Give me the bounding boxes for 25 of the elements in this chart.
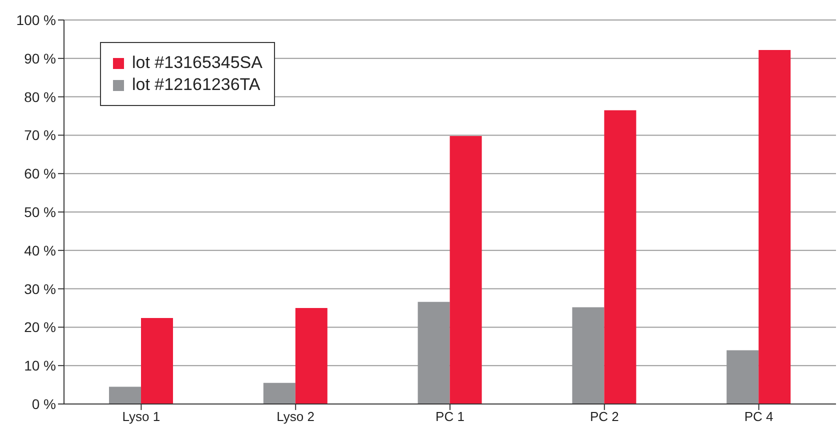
bar [141, 318, 173, 404]
bar [109, 386, 141, 404]
x-tick-label: PC 2 [590, 409, 619, 424]
y-tick-label: 10 % [24, 358, 56, 374]
bar [450, 136, 482, 404]
y-tick-label: 20 % [24, 319, 56, 336]
legend-label: lot #12161236TA [132, 75, 260, 95]
x-tick-label: PC 1 [436, 409, 464, 424]
bar [295, 308, 328, 404]
y-tick-label: 90 % [24, 50, 56, 66]
bar [604, 110, 636, 404]
y-tick-label: 60 % [24, 166, 56, 182]
legend-label: lot #13165345SA [132, 53, 262, 73]
y-tick-label: 50 % [24, 204, 56, 220]
y-tick-label: 70 % [24, 127, 56, 144]
bar [758, 50, 791, 404]
y-tick-label: 0 % [32, 396, 56, 412]
x-tick-label: Lyso 2 [276, 409, 315, 424]
x-tick-label: PC 4 [744, 409, 774, 424]
bar [263, 382, 296, 404]
y-tick-label: 30 % [24, 280, 56, 297]
y-tick-label: 40 % [24, 242, 56, 258]
y-tick-label: 80 % [24, 88, 56, 105]
x-tick-label: Lyso 1 [122, 409, 160, 424]
y-tick-label: 100 % [16, 12, 56, 28]
